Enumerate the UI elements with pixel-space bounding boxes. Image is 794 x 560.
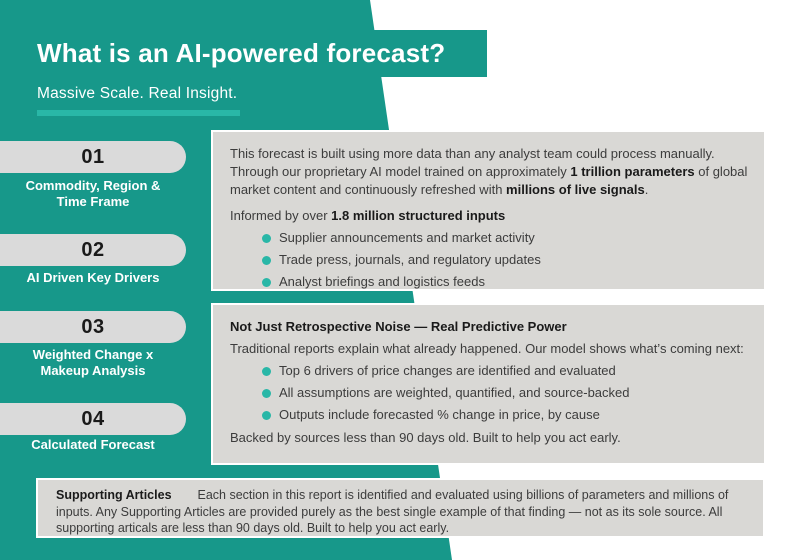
supporting-articles-label: Supporting Articles (56, 488, 172, 502)
supporting-articles-box: Supporting Articles Each section in this … (36, 478, 765, 538)
structured-inputs-line: Informed by over 1.8 million structured … (230, 208, 506, 223)
bullet-text: Supplier announcements and market activi… (279, 230, 535, 245)
bullet-dot-icon (262, 366, 271, 376)
predictive-power-body: Traditional reports explain what already… (230, 341, 744, 356)
subtitle: Massive Scale. Real Insight. (37, 85, 238, 102)
page-title: What is an AI-powered forecast? (37, 38, 446, 68)
step-1-number-pill: 01 (0, 141, 186, 173)
title-band: What is an AI-powered forecast? (0, 30, 487, 77)
supporting-articles-paragraph: Supporting Articles Each section in this … (56, 487, 751, 537)
step-3-number-pill: 03 (0, 311, 186, 343)
step-2-label: AI Driven Key Drivers (26, 270, 160, 285)
bullet-text: Top 6 drivers of price changes are ident… (279, 363, 616, 378)
bullet-dot-icon (262, 277, 271, 287)
step-4-number: 04 (81, 407, 105, 430)
bullet-text: Trade press, journals, and regulatory up… (279, 252, 541, 267)
bullet-dot-icon (262, 410, 271, 420)
bullet-dot-icon (262, 388, 271, 398)
step-2-number-pill: 02 (0, 234, 186, 266)
bullet-text: Analyst briefings and logistics feeds (279, 274, 485, 289)
model-outputs-list: Top 6 drivers of price changes are ident… (230, 362, 750, 424)
predictive-power-box: Not Just Retrospective Noise — Real Pred… (211, 303, 766, 465)
bullet-dot-icon (262, 255, 271, 265)
bullet-item: Supplier announcements and market activi… (230, 229, 750, 247)
step-2-number: 02 (81, 238, 105, 261)
bullet-item: Analyst briefings and logistics feeds (230, 273, 750, 291)
bullet-item: Top 6 drivers of price changes are ident… (230, 362, 750, 380)
step-4-number-pill: 04 (0, 403, 186, 435)
data-scale-box: This forecast is built using more data t… (211, 130, 766, 291)
supporting-articles-body: Each section in this report is identifie… (56, 488, 729, 535)
predictive-power-heading: Not Just Retrospective Noise — Real Pred… (230, 319, 567, 334)
data-scale-intro: This forecast is built using more data t… (230, 146, 748, 197)
bullet-item: Trade press, journals, and regulatory up… (230, 251, 750, 269)
bullet-text: Outputs include forecasted % change in p… (279, 407, 600, 422)
bullet-text: All assumptions are weighted, quantified… (279, 385, 630, 400)
step-1-number: 01 (81, 145, 105, 168)
step-4-label: Calculated Forecast (31, 437, 155, 452)
step-3-number: 03 (81, 315, 105, 338)
step-3-label: Weighted Change x Makeup Analysis (32, 347, 154, 378)
bullet-item: Outputs include forecasted % change in p… (230, 406, 750, 424)
sources-freshness-line: Backed by sources less than 90 days old.… (230, 430, 621, 445)
subtitle-underline (37, 110, 240, 116)
step-1-label: Commodity, Region & Time Frame (25, 178, 161, 209)
bullet-dot-icon (262, 233, 271, 243)
data-sources-list: Supplier announcements and market activi… (230, 229, 750, 291)
bullet-item: All assumptions are weighted, quantified… (230, 384, 750, 402)
